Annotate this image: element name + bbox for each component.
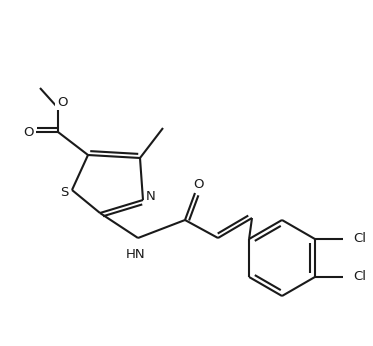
Text: O: O <box>23 126 33 138</box>
Text: O: O <box>57 95 67 109</box>
Text: N: N <box>146 190 156 202</box>
Text: O: O <box>193 177 203 191</box>
Text: Cl: Cl <box>353 233 366 246</box>
Text: S: S <box>60 185 68 199</box>
Text: HN: HN <box>126 248 146 261</box>
Text: Cl: Cl <box>353 271 366 283</box>
